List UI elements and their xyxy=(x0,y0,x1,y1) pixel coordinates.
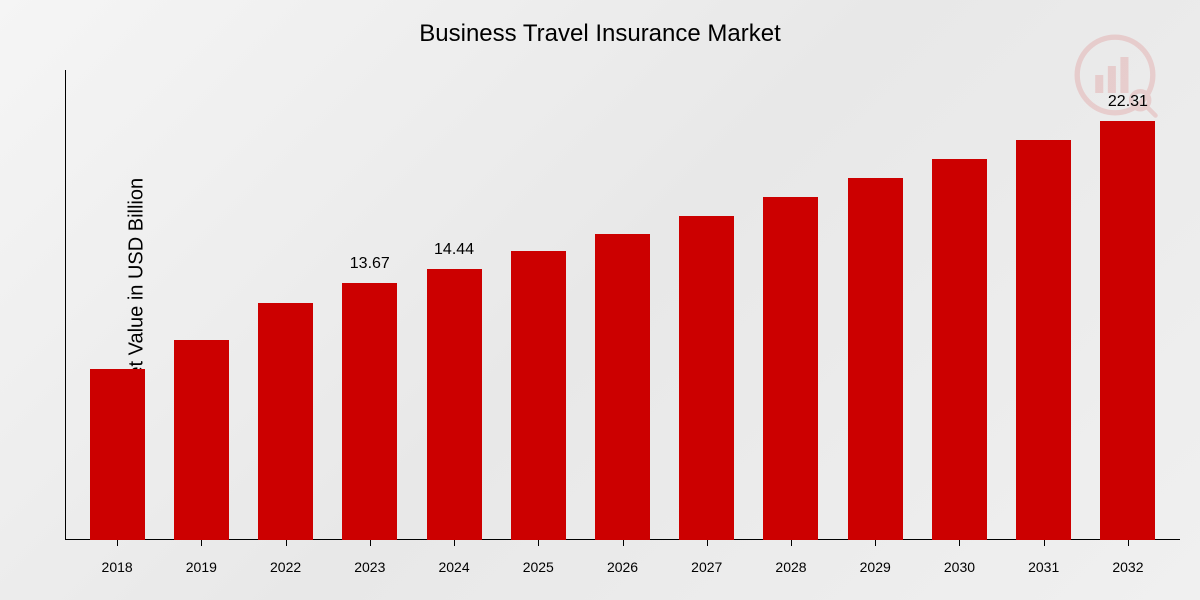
bar-group: 22.31 xyxy=(1086,70,1170,540)
bar xyxy=(258,303,313,540)
x-axis-label: 2023 xyxy=(328,559,412,575)
bar xyxy=(1100,121,1155,540)
x-axis-label: 2022 xyxy=(243,559,327,575)
x-axis-tick xyxy=(286,540,287,546)
bar xyxy=(342,283,397,540)
bar xyxy=(427,269,482,540)
bar-group: 13.67 xyxy=(328,70,412,540)
bar-group xyxy=(159,70,243,540)
x-axis-tick xyxy=(538,540,539,546)
bar xyxy=(763,197,818,540)
x-axis-label: 2029 xyxy=(833,559,917,575)
x-axis-tick xyxy=(370,540,371,546)
bar xyxy=(174,340,229,540)
x-axis-label: 2018 xyxy=(75,559,159,575)
x-axis-tick xyxy=(1044,540,1045,546)
bar xyxy=(90,369,145,540)
x-axis-tick xyxy=(1128,540,1129,546)
x-axis-label: 2028 xyxy=(749,559,833,575)
bar xyxy=(1016,140,1071,540)
bar-group: 14.44 xyxy=(412,70,496,540)
x-axis-label: 2027 xyxy=(665,559,749,575)
bar xyxy=(679,216,734,540)
x-axis-tick xyxy=(959,540,960,546)
bar-group xyxy=(580,70,664,540)
x-axis-tick xyxy=(201,540,202,546)
bar-value-label: 13.67 xyxy=(350,255,390,273)
chart-title: Business Travel Insurance Market xyxy=(0,20,1200,48)
x-axis-label: 2025 xyxy=(496,559,580,575)
bar-group xyxy=(749,70,833,540)
bar xyxy=(511,251,566,540)
plot-area: 13.67 14.44 22.31 xyxy=(65,70,1180,540)
bar-value-label: 22.31 xyxy=(1108,93,1148,111)
x-axis-label: 2030 xyxy=(917,559,1001,575)
x-axis-label: 2032 xyxy=(1086,559,1170,575)
x-axis-tick xyxy=(707,540,708,546)
x-axis-tick xyxy=(623,540,624,546)
x-axis-tick xyxy=(454,540,455,546)
bar-group xyxy=(917,70,1001,540)
x-axis-label: 2026 xyxy=(580,559,664,575)
x-labels-container: 2018201920222023202420252026202720282029… xyxy=(65,559,1180,575)
bar xyxy=(848,178,903,540)
bar-group xyxy=(75,70,159,540)
bar-group xyxy=(496,70,580,540)
bar-group xyxy=(243,70,327,540)
chart-container: Business Travel Insurance Market Market … xyxy=(0,0,1200,600)
x-axis-tick xyxy=(875,540,876,546)
bar-group xyxy=(833,70,917,540)
bar-group xyxy=(1002,70,1086,540)
bar xyxy=(932,159,987,540)
x-axis-label: 2031 xyxy=(1002,559,1086,575)
bar-group xyxy=(665,70,749,540)
bar-value-label: 14.44 xyxy=(434,241,474,259)
x-axis-tick xyxy=(791,540,792,546)
bar xyxy=(595,234,650,540)
x-axis-tick xyxy=(117,540,118,546)
x-axis-label: 2024 xyxy=(412,559,496,575)
x-axis-label: 2019 xyxy=(159,559,243,575)
bars-container: 13.67 14.44 22.31 xyxy=(65,70,1180,540)
